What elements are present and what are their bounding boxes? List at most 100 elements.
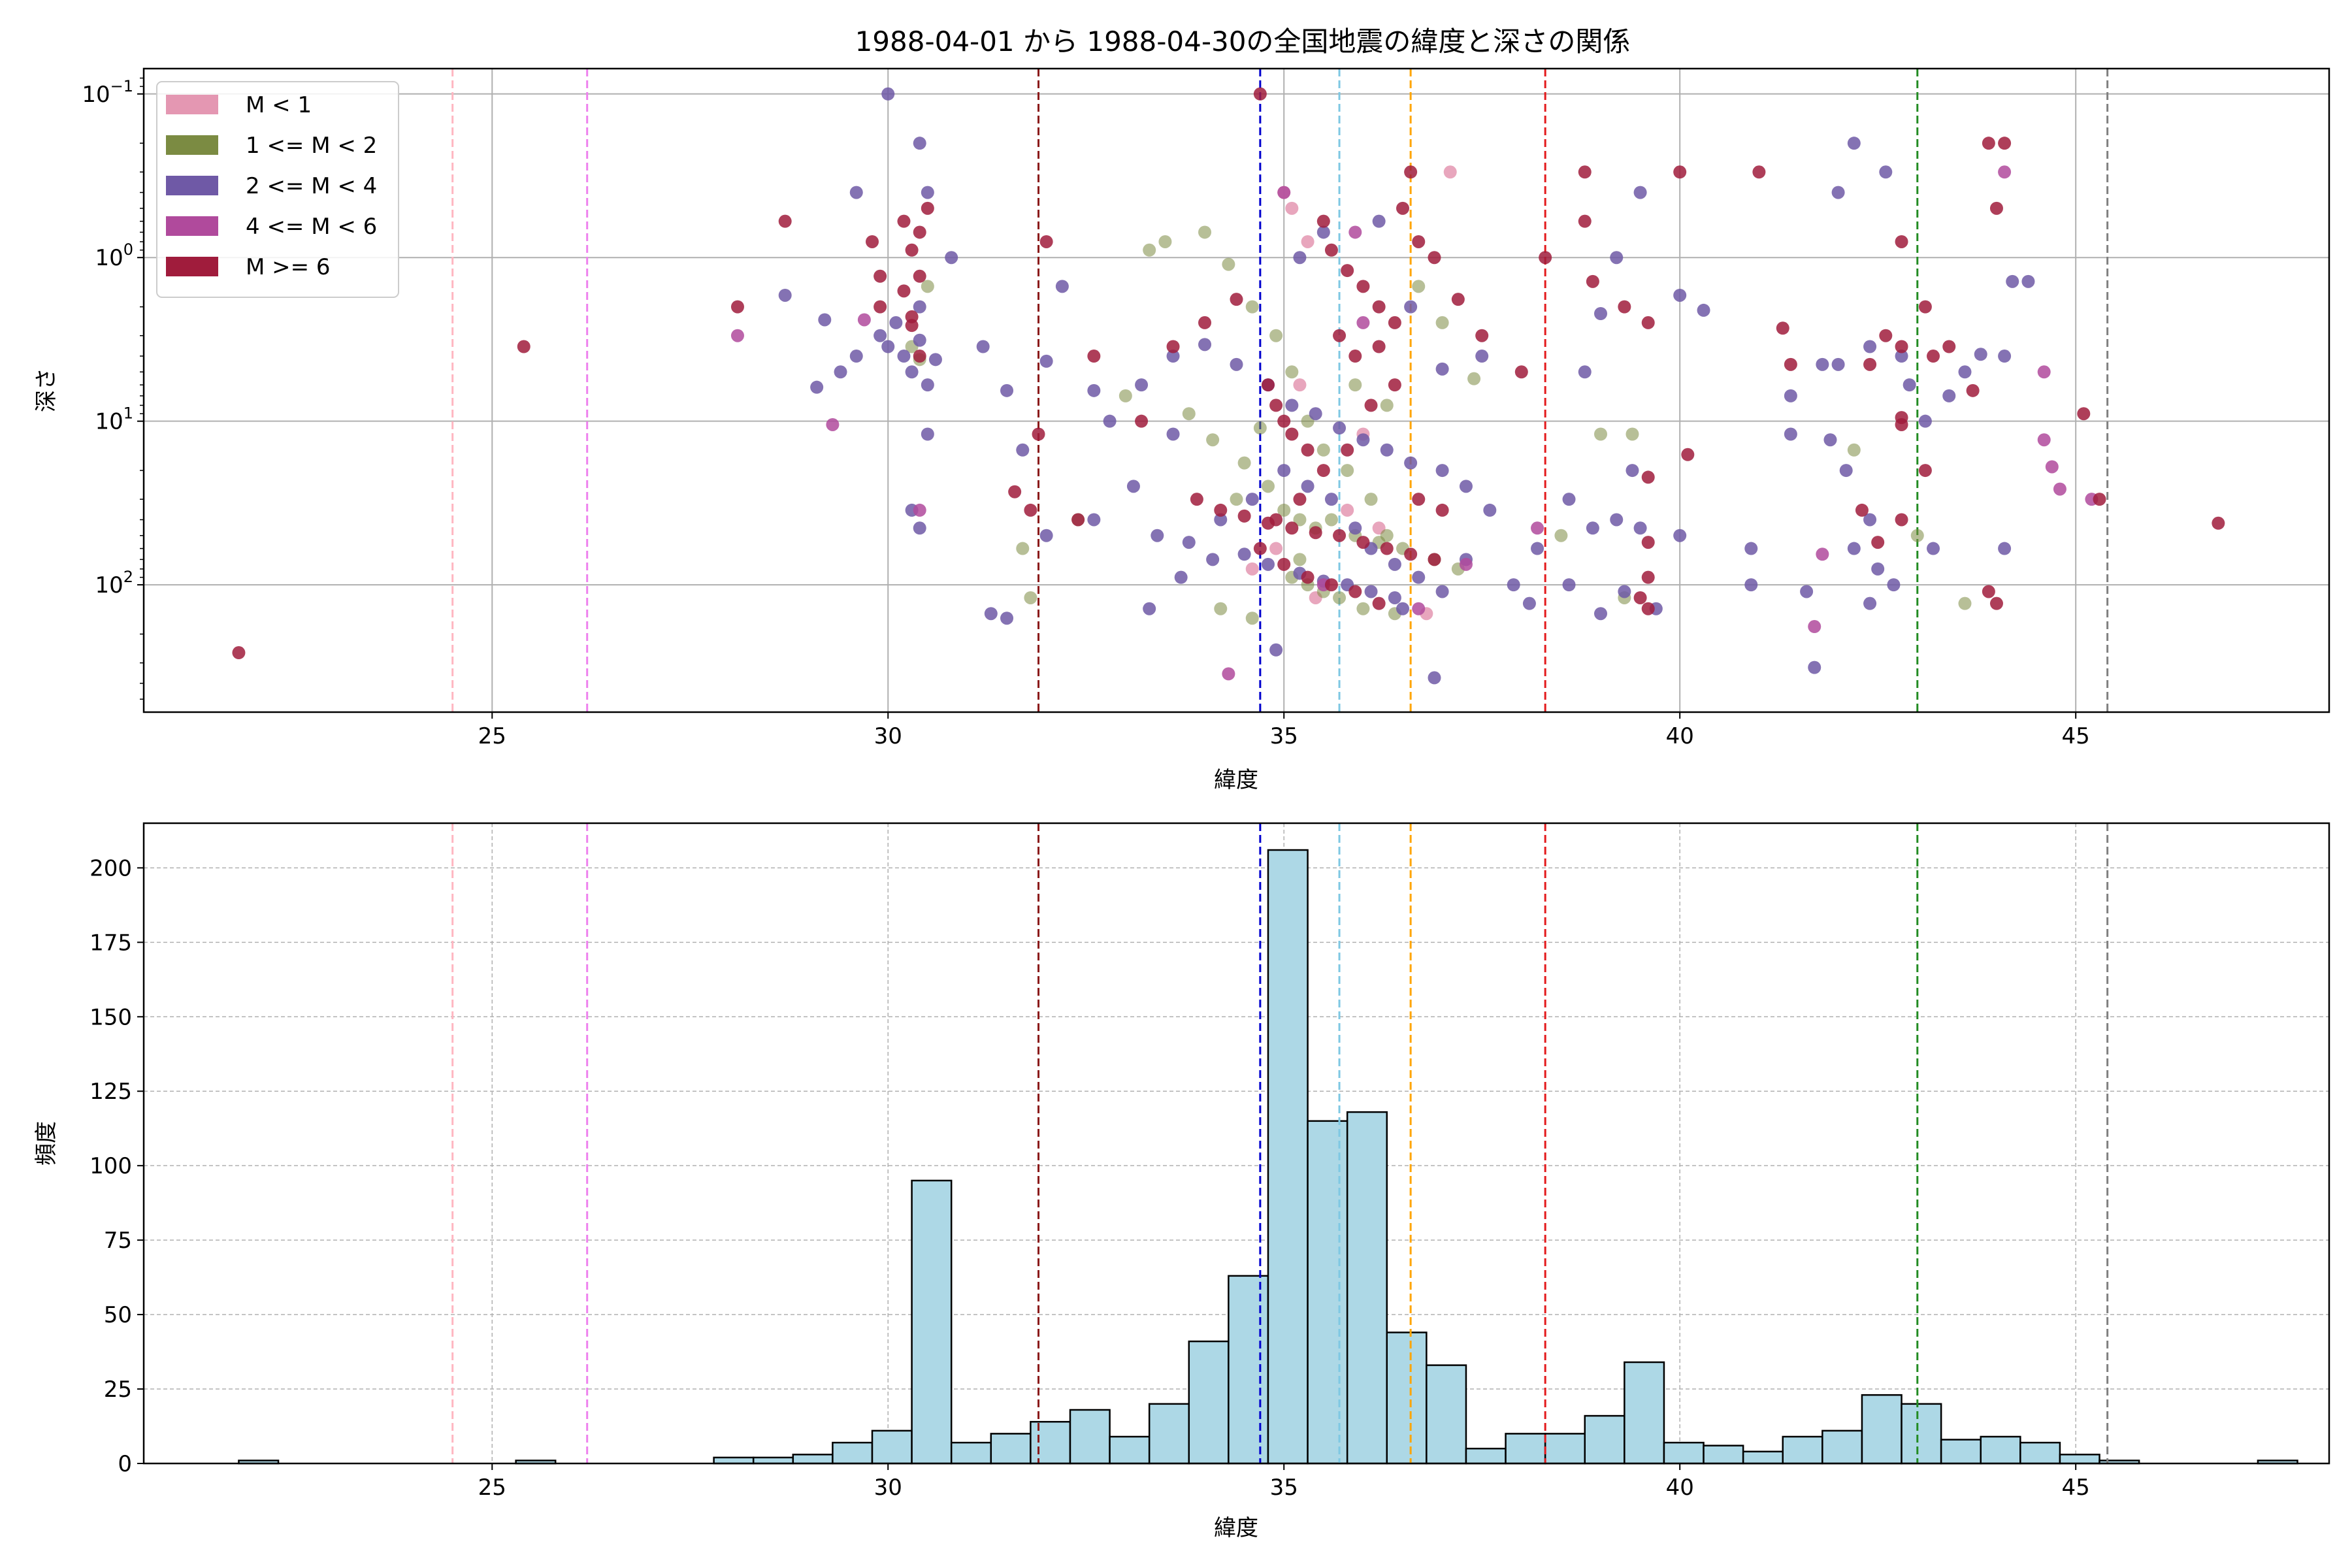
- scatter-point-m_1_2: [1435, 316, 1449, 329]
- histogram-x-tick-label: 30: [874, 1475, 902, 1501]
- scatter-point-m_ge6: [1372, 596, 1386, 610]
- histogram-y-tick-label: 150: [90, 1004, 132, 1030]
- scatter-reference-lines: [451, 69, 2109, 712]
- scatter-point-m_ge6: [1341, 443, 1354, 457]
- scatter-point-m_2_4: [1633, 186, 1647, 199]
- scatter-point-m_2_4: [874, 329, 887, 342]
- scatter-point-m_2_4: [913, 137, 926, 150]
- scatter-point-m_2_4: [1135, 378, 1149, 392]
- scatter-point-m_ge6: [730, 300, 744, 314]
- scatter-point-m_lt1: [1245, 562, 1259, 576]
- histogram-bar: [2059, 1454, 2100, 1465]
- scatter-point-m_1_2: [1594, 427, 1607, 441]
- scatter-point-m_2_4: [1531, 542, 1544, 555]
- scatter-point-m_ge6: [1348, 585, 1362, 598]
- scatter-point-m_2_4: [1483, 503, 1497, 517]
- scatter-point-m_ge6: [1918, 464, 1932, 478]
- scatter-point-m_ge6: [1316, 214, 1330, 228]
- scatter-point-m_ge6: [1324, 578, 1338, 592]
- scatter-point-m_ge6: [1451, 293, 1465, 306]
- scatter-point-m_2_4: [945, 251, 958, 265]
- histogram-bar: [713, 1456, 755, 1465]
- scatter-y-tick-label: 100: [95, 240, 133, 271]
- scatter-point-m_2_4: [1974, 348, 1987, 361]
- scatter-point-m_ge6: [1673, 165, 1687, 179]
- scatter-point-m_2_4: [921, 186, 934, 199]
- scatter-point-m_ge6: [1039, 235, 1053, 248]
- scatter-point-m_1_2: [1253, 421, 1267, 435]
- scatter-point-m_ge6: [1032, 427, 1045, 441]
- scatter-point-m_2_4: [1958, 365, 1972, 379]
- scatter-point-m_ge6: [1784, 357, 1797, 371]
- scatter-point-m_2_4: [921, 427, 934, 441]
- histogram-y-tick-label: 200: [90, 855, 132, 881]
- histogram-bar: [1109, 1435, 1151, 1465]
- scatter-point-m_4_6: [857, 313, 871, 327]
- scatter-point-m_2_4: [1285, 399, 1299, 412]
- scatter-point-m_2_4: [1879, 165, 1893, 179]
- scatter-point-m_2_4: [1522, 596, 1536, 610]
- scatter-point-m_2_4: [1586, 521, 1599, 535]
- scatter-point-m_1_2: [1341, 464, 1354, 478]
- scatter-point-m_ge6: [1214, 503, 1228, 517]
- scatter-x-tick-label: 25: [478, 723, 506, 749]
- scatter-point-m_1_2: [1182, 407, 1196, 421]
- scatter-point-m_ge6: [1412, 235, 1426, 248]
- scatter-point-m_lt1: [1341, 503, 1354, 517]
- scatter-point-m_2_4: [1578, 365, 1592, 379]
- scatter-point-m_1_2: [1285, 365, 1299, 379]
- scatter-point-m_2_4: [1103, 414, 1117, 428]
- histogram-bar: [1544, 1433, 1586, 1465]
- scatter-point-m_ge6: [1230, 293, 1243, 306]
- scatter-point-m_ge6: [232, 646, 246, 660]
- scatter-point-m_4_6: [2045, 460, 2059, 474]
- scatter-point-m_2_4: [1000, 384, 1014, 397]
- histogram-x-tick-label: 35: [1270, 1475, 1298, 1501]
- scatter-point-m_ge6: [2077, 407, 2091, 421]
- scatter-point-m_1_2: [1222, 257, 1235, 271]
- scatter-point-m_ge6: [1618, 300, 1631, 314]
- scatter-y-tick-label: 102: [95, 568, 133, 598]
- scatter-point-m_ge6: [913, 269, 926, 283]
- scatter-point-m_2_4: [1333, 421, 1347, 435]
- scatter-point-m_1_2: [1958, 596, 1972, 610]
- scatter-point-m_ge6: [1681, 448, 1695, 461]
- histogram-bar: [1901, 1403, 1942, 1465]
- scatter-point-m_2_4: [1863, 340, 1877, 353]
- scatter-point-m_2_4: [1887, 578, 1901, 592]
- scatter-point-m_ge6: [1396, 201, 1410, 215]
- scatter-point-m_ge6: [1341, 264, 1354, 278]
- scatter-point-m_ge6: [1855, 503, 1869, 517]
- scatter-point-m_ge6: [1190, 493, 1203, 506]
- scatter-point-m_ge6: [1641, 570, 1655, 584]
- scatter-point-m_2_4: [1610, 513, 1624, 527]
- histogram-bar: [1742, 1450, 1784, 1465]
- scatter-point-m_ge6: [1301, 570, 1315, 584]
- scatter-point-m_2_4: [1863, 513, 1877, 527]
- histogram-x-ticks: 25 30 35 40 45: [478, 1463, 2090, 1501]
- scatter-point-m_2_4: [1998, 542, 2012, 555]
- scatter-point-m_2_4: [1396, 602, 1410, 615]
- histogram-bar: [1980, 1435, 2021, 1465]
- scatter-point-m_2_4: [1816, 357, 1829, 371]
- scatter-point-m_2_4: [1459, 480, 1473, 493]
- scatter-point-m_1_2: [1467, 372, 1481, 385]
- scatter-point-m_2_4: [1182, 536, 1196, 549]
- scatter-point-m_ge6: [1372, 340, 1386, 353]
- scatter-point-m_2_4: [1871, 562, 1885, 576]
- scatter-point-m_2_4: [913, 521, 926, 535]
- scatter-point-m_2_4: [1293, 251, 1307, 265]
- scatter-point-m_4_6: [826, 417, 840, 431]
- scatter-point-m_ge6: [1285, 427, 1299, 441]
- scatter-point-m_2_4: [1412, 570, 1426, 584]
- scatter-y-tick-label: 101: [95, 404, 133, 435]
- scatter-point-m_2_4: [1428, 671, 1441, 685]
- scatter-point-m_ge6: [1918, 300, 1932, 314]
- scatter-point-m_ge6: [1475, 329, 1489, 342]
- scatter-point-m_ge6: [897, 284, 911, 298]
- scatter-point-m_2_4: [1301, 480, 1315, 493]
- scatter-point-m_2_4: [1594, 607, 1607, 621]
- scatter-point-m_2_4: [1618, 585, 1631, 598]
- legend-swatch: [166, 95, 218, 114]
- scatter-point-m_2_4: [1039, 529, 1053, 542]
